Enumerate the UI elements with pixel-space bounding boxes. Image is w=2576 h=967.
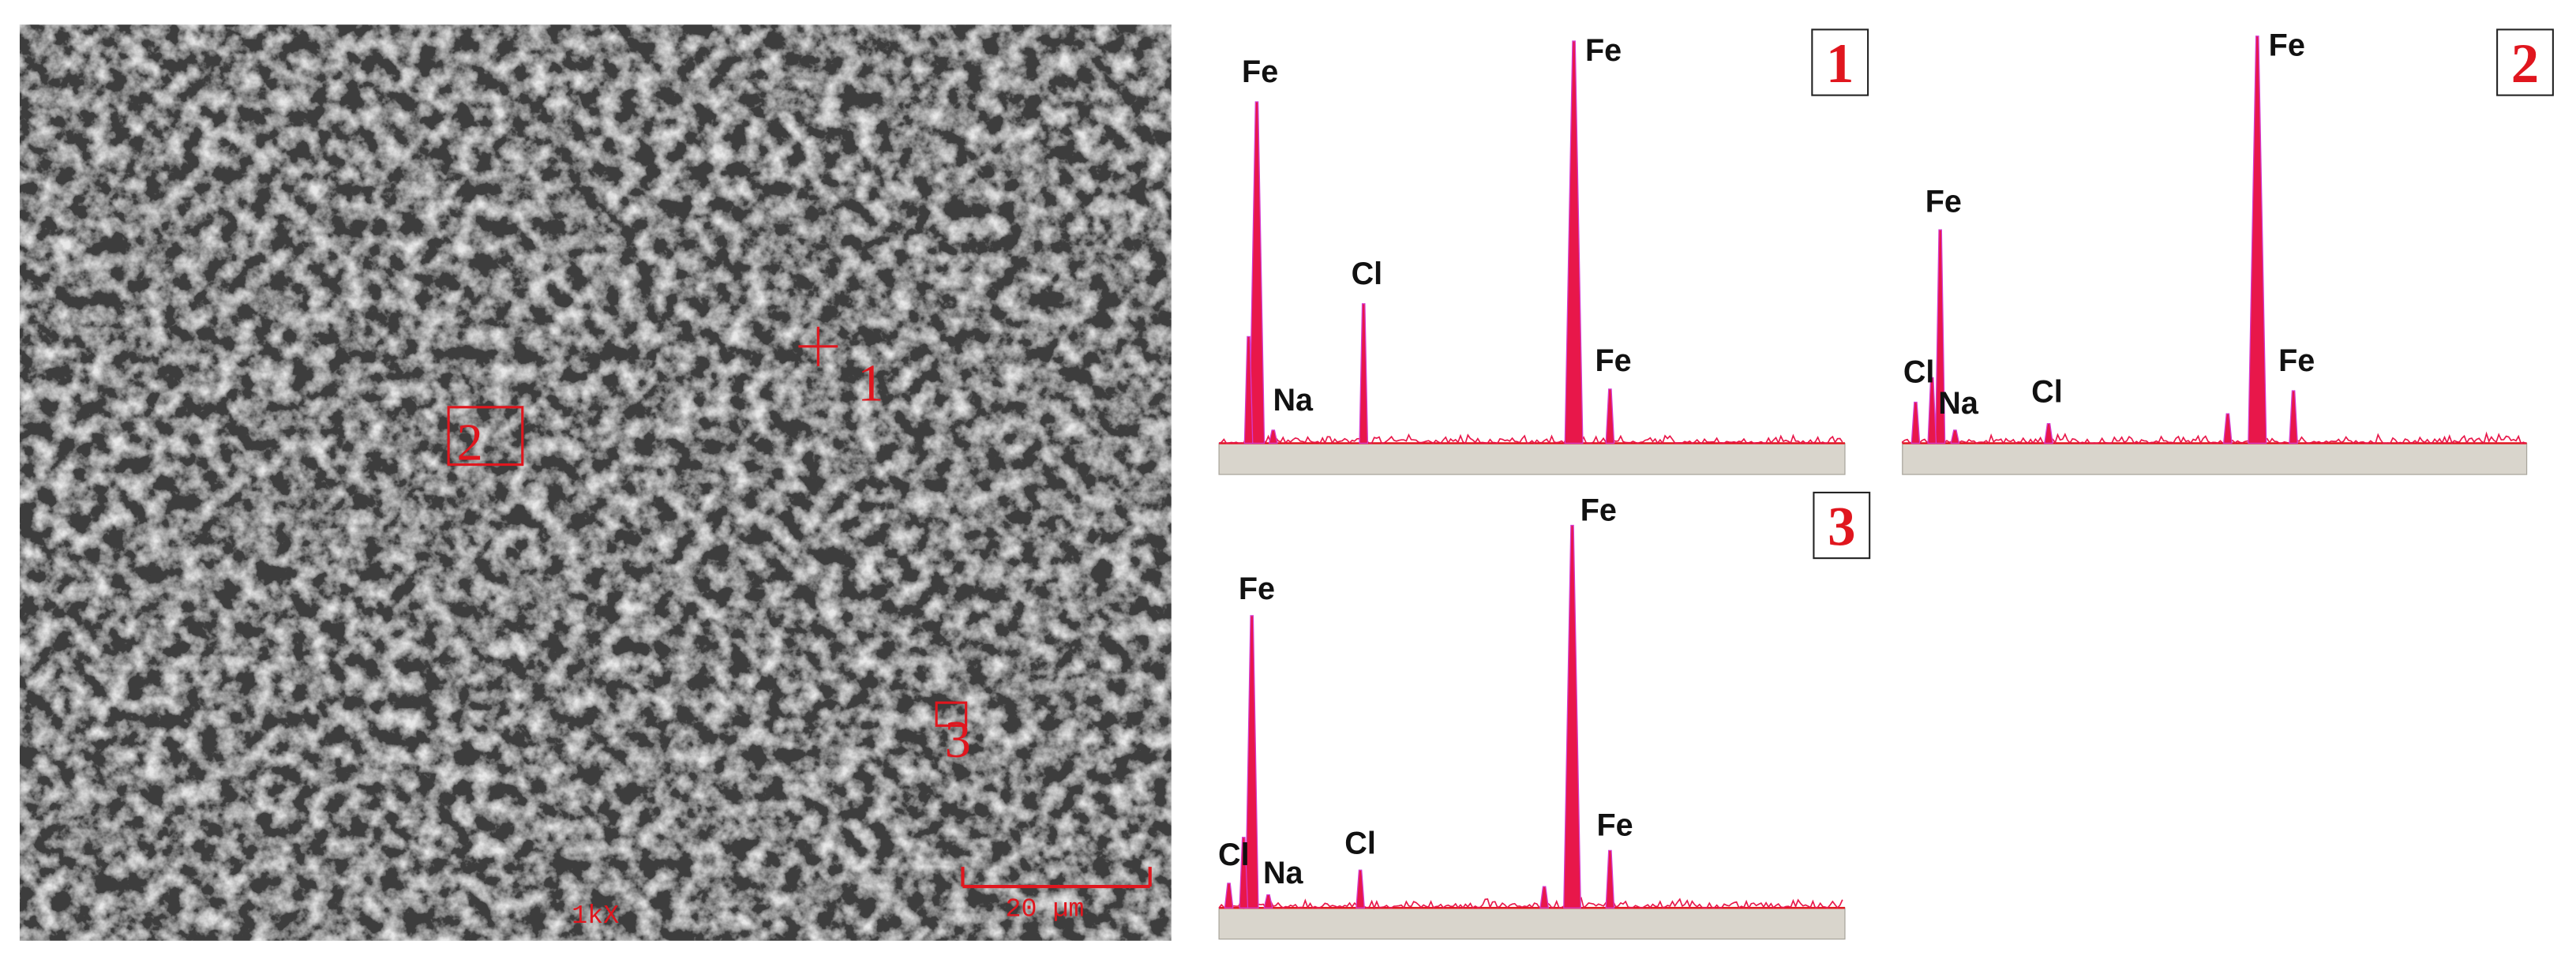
peak-label: Fe (1585, 33, 1622, 68)
panel-number: 1 (1826, 33, 1854, 95)
panel-number: 2 (2511, 33, 2539, 95)
panel-number-box (1811, 28, 1869, 96)
spectrum-peak (1564, 40, 1584, 444)
spectrum-peak (1248, 101, 1266, 444)
spectrum-peak (1605, 849, 1615, 909)
spectrum-peak (1268, 429, 1278, 444)
spectrum-peak (1359, 303, 1369, 444)
peak-label: Na (1263, 856, 1304, 890)
spectrum-noise (1218, 897, 1843, 910)
spectrum-peak (1263, 894, 1273, 909)
peak-label: Fe (1580, 493, 1617, 527)
sem-image (19, 24, 1172, 941)
spectrum-peak (1355, 869, 1365, 909)
spectrum-peak (1563, 524, 1581, 909)
spectrum-axis-band (1902, 442, 2528, 475)
spectrum: Fe Cl Na Cl Fe Fe 3 (1218, 491, 1871, 940)
peak-label: Fe (1597, 808, 1633, 843)
spectrum-peak (1927, 377, 1937, 444)
peak-label: Fe (1595, 343, 1631, 378)
spectrum-peak (1539, 886, 1550, 909)
peak-label: Cl (2031, 375, 2063, 410)
peak-label: Na (1938, 386, 1979, 421)
peak-label: Fe (2269, 28, 2305, 63)
spectrum-peak (1224, 883, 1234, 909)
area-marker (447, 406, 524, 467)
panel-number-box (1813, 491, 1871, 560)
spectrum-peak (1910, 401, 1921, 444)
peak-label: Fe (1239, 572, 1275, 606)
peak-label: Cl (1218, 838, 1250, 872)
peak-label: Fe (1925, 184, 1962, 219)
spectrum-peak (1950, 429, 1960, 444)
spectrum-peak (1605, 388, 1615, 444)
peak-label: Fe (2278, 343, 2315, 378)
spectrum-axis-band (1218, 442, 1846, 475)
peak-label: Na (1273, 383, 1314, 418)
panel-number-box (2496, 28, 2554, 96)
spectrum-peak (2044, 422, 2053, 444)
spectrum-noise (1901, 431, 2526, 445)
peak-label: Cl (1344, 826, 1376, 861)
spectrum-peak (2248, 36, 2267, 444)
panel-number: 3 (1828, 497, 1855, 558)
peak-label: Cl (1352, 257, 1383, 291)
magnification: 1kX (572, 901, 619, 931)
spectrum-peak (1243, 335, 1254, 444)
spectrum-noise (1218, 433, 1843, 445)
area-marker (935, 701, 968, 727)
spectrum: Fe Na Cl Fe Fe 1 (1218, 28, 1869, 475)
marker-label: 1 (857, 354, 883, 412)
spectrum-peak (2222, 413, 2233, 444)
marker-label: 3 (945, 711, 971, 769)
scale-bar-label: 20 µm (1006, 894, 1085, 924)
spectrum-peak (2289, 390, 2298, 444)
sem-markers (447, 326, 1152, 889)
spectrum-peak (1239, 837, 1249, 909)
peak-label: Cl (1903, 355, 1935, 390)
peak-label: Fe (1242, 54, 1278, 89)
spectrum-axis-band (1218, 907, 1846, 940)
spectrum-peak (1244, 615, 1259, 909)
spectrum-peak (1935, 229, 1946, 444)
sem-panel: 1 2 3 1kX 20 µm (19, 24, 1172, 941)
marker-label: 2 (457, 414, 483, 471)
